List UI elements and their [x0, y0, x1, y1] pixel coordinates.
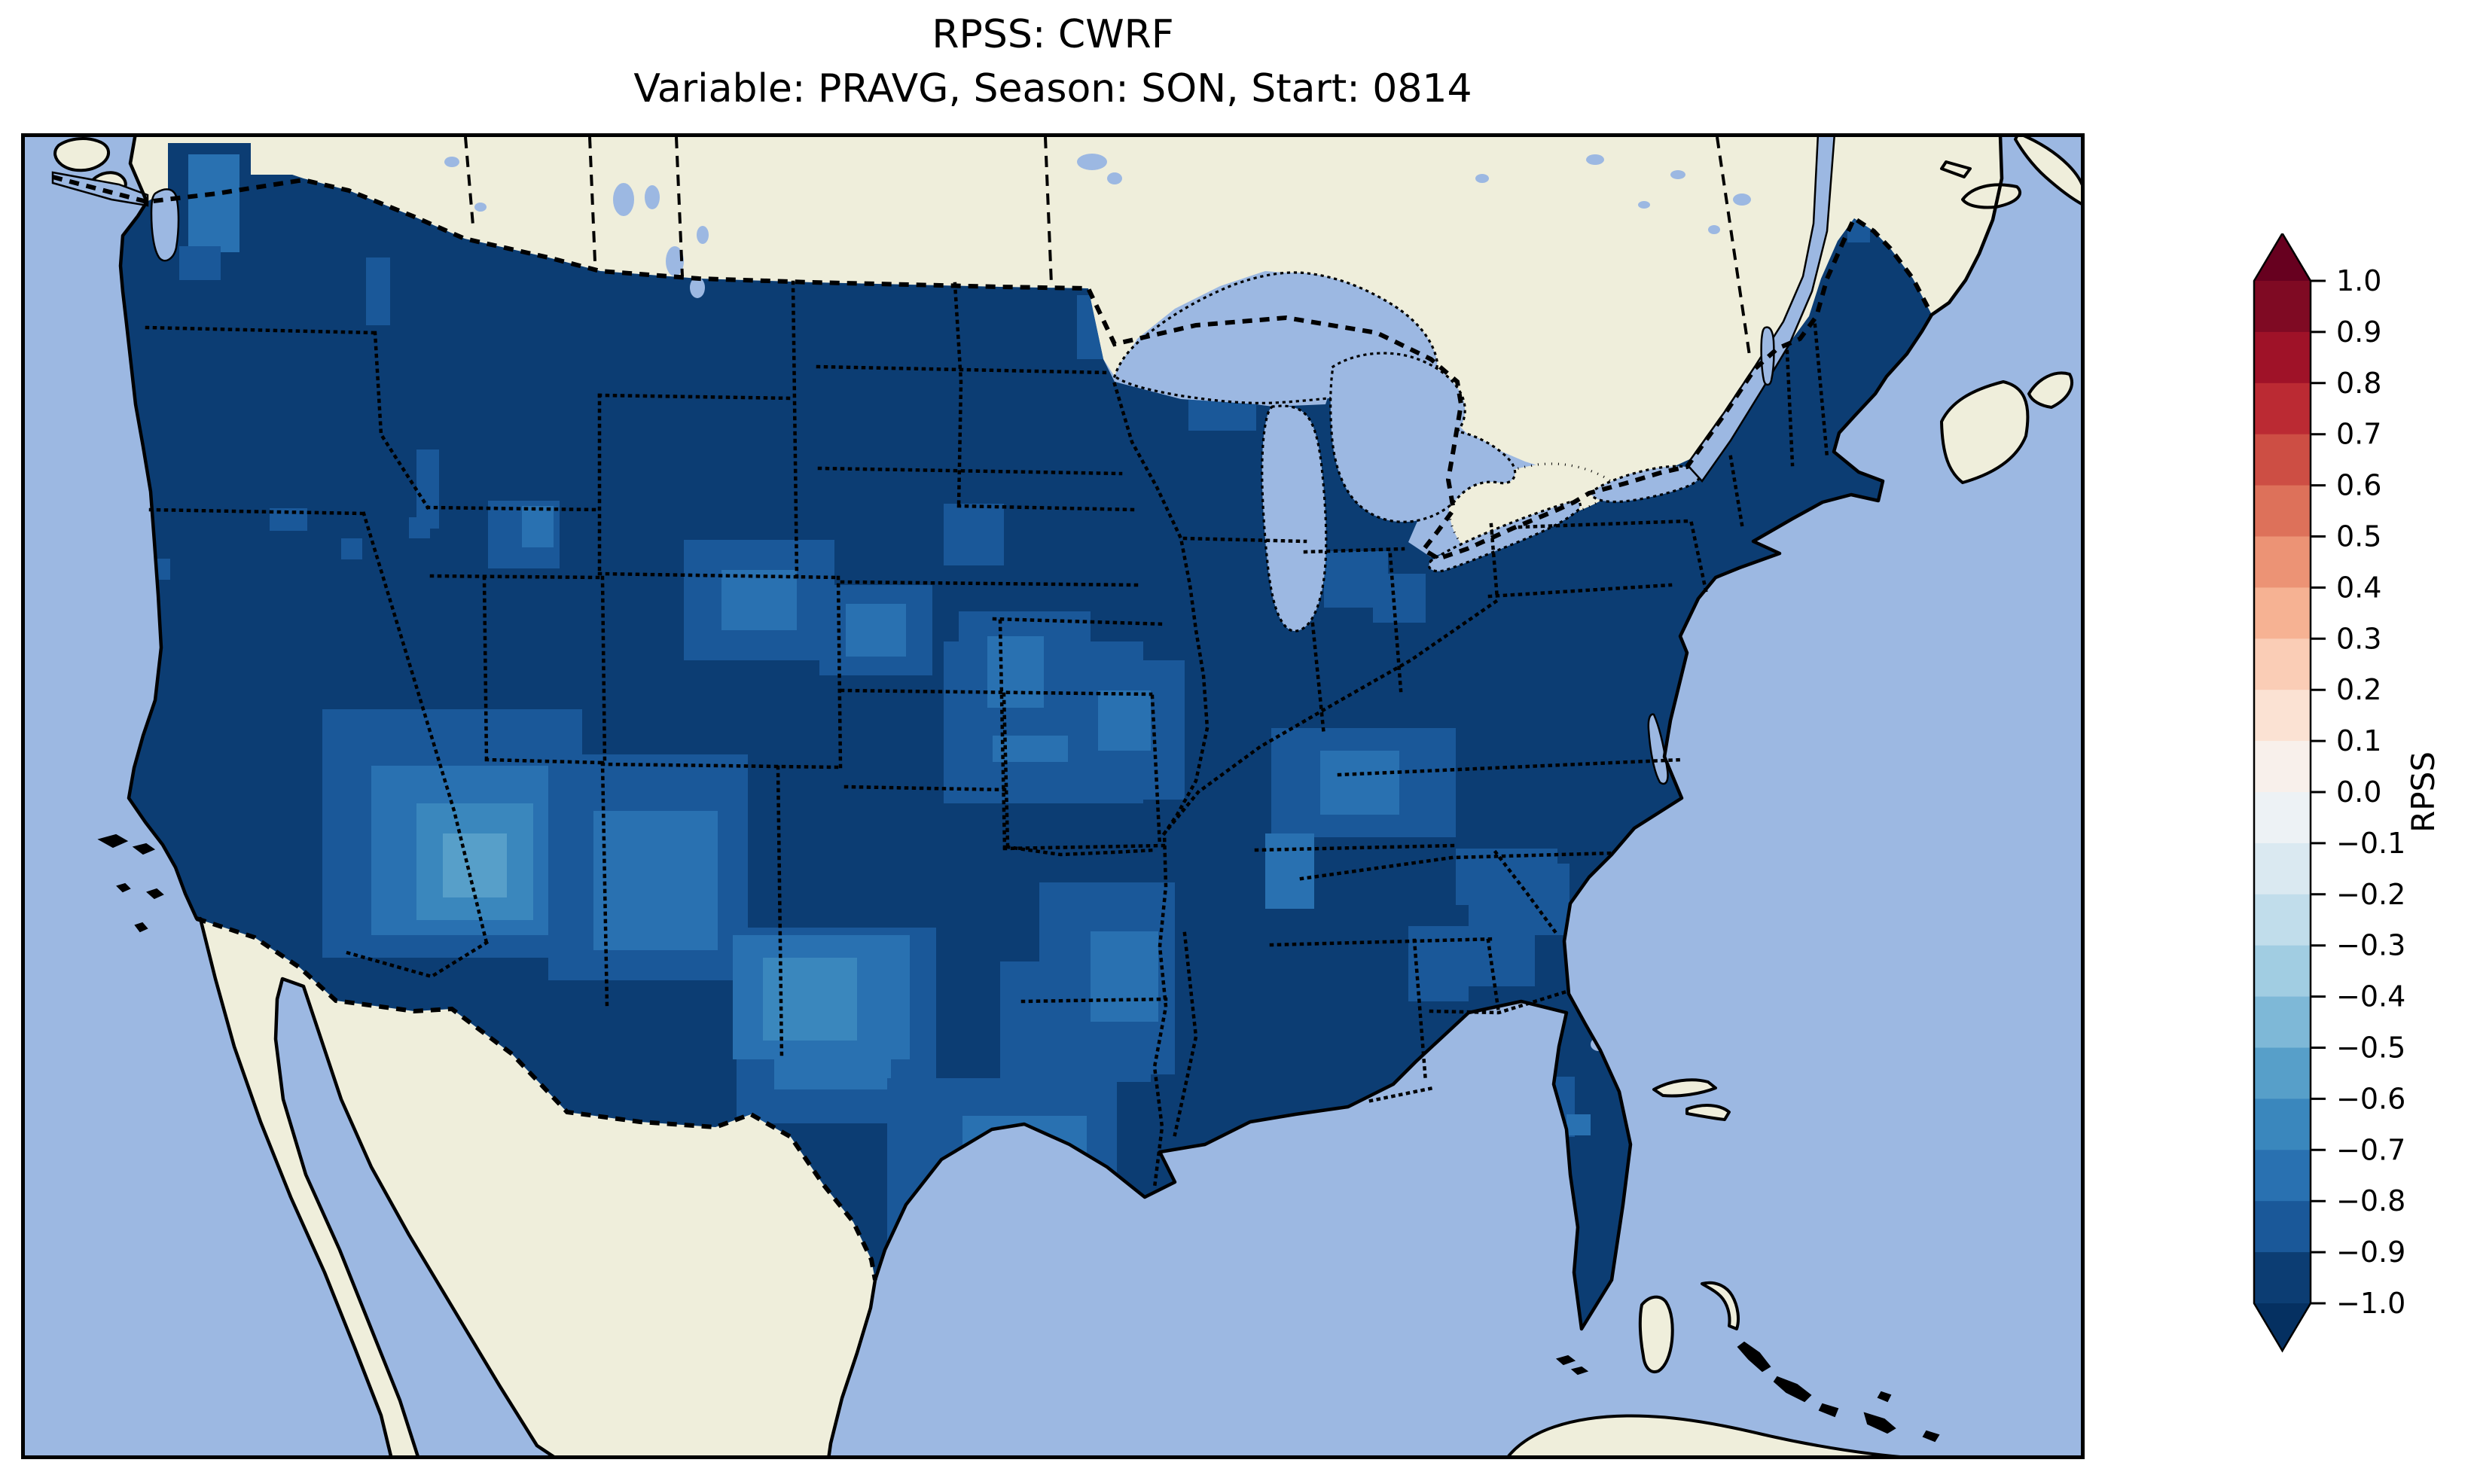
colorbar-segment — [2254, 690, 2311, 742]
rpss-cell-patch — [721, 570, 797, 630]
cuba-cays — [1555, 1354, 1589, 1376]
rpss-cell-patch — [366, 257, 390, 325]
canada-land — [130, 133, 1818, 486]
rpss-cell-patch — [1373, 574, 1426, 623]
channel-islands — [97, 833, 164, 933]
rpss-cell-patch — [1091, 931, 1158, 1022]
rpss-cell-patch — [443, 833, 507, 897]
rpss-cell-patch — [846, 604, 906, 657]
lake-huron — [1329, 352, 1517, 523]
rpss-cell-patch — [179, 246, 221, 280]
rpss-cell-patch — [409, 517, 430, 538]
rpss-cell-patch — [1566, 1114, 1591, 1135]
map-frame — [21, 133, 2085, 1459]
colorbar-tick-label: 0.7 — [2336, 418, 2381, 451]
bahamas-islands — [1638, 1078, 1940, 1443]
pacific-coast — [118, 133, 199, 921]
colorbar-tick-label: 0.6 — [2336, 469, 2381, 502]
colorbar-axis-label: RPSS — [2405, 751, 2442, 833]
rpss-cell-patch — [1098, 690, 1151, 751]
rpss-cell-patch — [1265, 833, 1314, 909]
colorbar-tick-label: 0.1 — [2336, 724, 2381, 757]
colorbar-tick-label: 0.3 — [2336, 622, 2381, 655]
colorbar-tick-label: −0.8 — [2336, 1184, 2405, 1217]
colorbar-tick-label: −0.3 — [2336, 929, 2405, 962]
rpss-cell-patch — [1320, 751, 1399, 815]
state-borders — [145, 280, 1829, 1190]
colorbar-top-arrow — [2254, 233, 2311, 281]
colorbar-segment — [2254, 587, 2311, 639]
colorbar-segment — [2254, 331, 2311, 384]
colorbar-segment — [2254, 1047, 2311, 1099]
colorbar-segment — [2254, 792, 2311, 844]
title-line-2: Variable: PRAVG, Season: SON, Start: 081… — [633, 66, 1472, 111]
national-borders — [52, 175, 1934, 1281]
colorbar-tick-label: 0.8 — [2336, 367, 2381, 400]
rpss-cell-patch — [416, 449, 439, 529]
colorbar-segment — [2254, 382, 2311, 435]
colorbar-tick-label: −0.9 — [2336, 1236, 2405, 1269]
colorbar-segment — [2254, 434, 2311, 486]
colorbar-segment — [2254, 1252, 2311, 1304]
colorbar-tick-label: −0.1 — [2336, 827, 2405, 860]
prince-edward-island — [1961, 183, 2022, 209]
baja-west-coast — [198, 916, 394, 1459]
colorbar-segment — [2254, 843, 2311, 895]
colorbar-segment — [2254, 996, 2311, 1049]
colorbar-tick-label: 0.5 — [2336, 520, 2381, 553]
colorbar-tick-label: 1.0 — [2336, 264, 2381, 297]
rpss-cell-patch — [341, 538, 362, 559]
colorbar-tick-label: 0.0 — [2336, 776, 2381, 809]
figure-title: RPSS: CWRF Variable: PRAVG, Season: SON,… — [21, 8, 2085, 116]
colorbar-tick-label: −0.4 — [2336, 980, 2405, 1013]
colorbar: 1.0 0.9 0.8 0.7 0.6 0.5 0.4 0.3 0.2 0.1 0.0 −0.1 −0.… — [2253, 233, 2442, 1353]
rpss-cell-patch — [593, 811, 718, 950]
cape-breton-island — [2027, 371, 2073, 409]
colorbar-segment — [2254, 638, 2311, 690]
colorbar-segment — [2254, 281, 2311, 333]
rpss-cell-patch — [522, 506, 554, 547]
colorbar-segment — [2254, 1099, 2311, 1150]
lake-champlain — [1760, 326, 1775, 386]
great-lakes — [1113, 271, 1702, 632]
colorbar-tick-label: −0.2 — [2336, 878, 2405, 911]
colorbar-segment — [2254, 894, 2311, 946]
rpss-cell-patch — [1469, 905, 1535, 986]
colorbar-segment — [2254, 741, 2311, 793]
coastlines — [118, 133, 2004, 1459]
colorbar-tick-label: 0.4 — [2336, 571, 2381, 604]
nova-scotia-island — [1940, 380, 2030, 484]
rpss-cell-patch — [188, 154, 239, 252]
mexico-west-coast — [273, 977, 560, 1459]
colorbar-segment — [2254, 945, 2311, 998]
anticosti-island — [1940, 160, 1972, 178]
colorbar-tick-label: −0.5 — [2336, 1031, 2405, 1065]
rpss-cell-patch — [987, 636, 1044, 708]
rpss-cell-patch — [944, 504, 1004, 565]
colorbar-bottom-arrow — [2254, 1303, 2311, 1351]
lake-ontario — [1589, 465, 1702, 504]
gulf-atlantic-coast — [873, 133, 2004, 1331]
colorbar-tick-label: −0.7 — [2336, 1133, 2405, 1166]
colorbar-tick-label: −0.6 — [2336, 1082, 2405, 1115]
mexico-gulf-coast — [826, 1278, 877, 1459]
colorbar-tick-label: 0.2 — [2336, 673, 2381, 706]
us-mexico-border — [196, 916, 877, 1281]
colorbar-segment — [2254, 1150, 2311, 1202]
rpss-map — [21, 133, 2085, 1459]
lake-michigan — [1261, 404, 1328, 632]
cuba-island — [1505, 1414, 1936, 1459]
colorbar-tick-label: −1.0 — [2336, 1287, 2405, 1320]
province-borders — [464, 136, 1751, 356]
colorbar-segment — [2254, 1201, 2311, 1253]
title-line-1: RPSS: CWRF — [932, 12, 1174, 57]
colorbar-segment — [2254, 536, 2311, 588]
colorbar-tick-label: 0.9 — [2336, 315, 2381, 349]
new-brunswick-land — [1792, 133, 2002, 339]
rpss-cell-patch — [763, 958, 857, 1041]
puget-sound — [150, 188, 180, 262]
lake-erie — [1427, 500, 1582, 573]
colorbar-segment — [2254, 485, 2311, 538]
